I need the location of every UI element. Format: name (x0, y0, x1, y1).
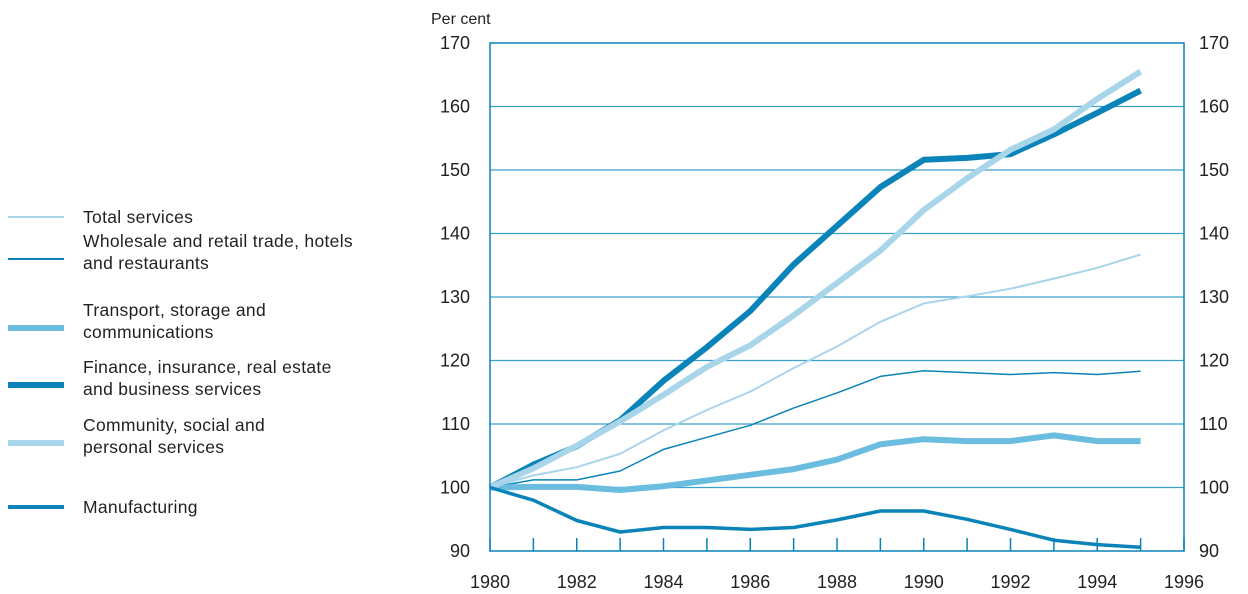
legend-label: Manufacturing (83, 497, 198, 517)
legend-swatch (8, 505, 64, 509)
y-tick-label-left: 140 (440, 224, 470, 244)
y-axis-title: Per cent (431, 11, 491, 28)
legend-label: Transport, storage and communications (83, 300, 266, 342)
series-line (488, 87, 1142, 491)
legend-label: Community, social and personal services (83, 415, 266, 457)
series-lines (488, 69, 1143, 549)
y-tick-label-right: 130 (1199, 287, 1229, 307)
legend-swatch (8, 325, 64, 331)
y-tick-label-left: 160 (440, 97, 470, 117)
y-tick-label-left: 130 (440, 287, 470, 307)
y-tick-label-left: 170 (440, 33, 470, 53)
x-tick-label: 1990 (904, 572, 944, 592)
legend-swatch (8, 382, 64, 388)
y-tick-label-right: 150 (1199, 160, 1229, 180)
series-line (489, 485, 1141, 549)
x-tick-label: 1992 (990, 572, 1030, 592)
series-line (489, 369, 1141, 489)
y-tick-label-right: 90 (1199, 541, 1219, 561)
y-tick-label-right: 120 (1199, 351, 1229, 371)
y-tick-label-left: 110 (441, 414, 470, 434)
legend-label: Total services (83, 207, 194, 227)
axes: 90 90 100 100 110 110 120 120 130 130 140 140 150 150… (440, 33, 1229, 592)
y-tick-label-left: 100 (440, 478, 470, 498)
x-tick-label: 1980 (470, 572, 510, 592)
x-tick-label: 1988 (817, 572, 857, 592)
gridlines (490, 105, 1184, 489)
legend-label: Wholesale and retail trade, hotels and r… (83, 231, 353, 273)
legend-swatch (8, 258, 64, 260)
x-tick-label: 1994 (1077, 572, 1117, 592)
x-tick-label: 1982 (557, 572, 597, 592)
y-tick-label-left: 90 (450, 541, 470, 561)
y-tick-label-right: 100 (1199, 478, 1229, 498)
y-tick-label-right: 160 (1199, 97, 1229, 117)
y-tick-label-left: 120 (440, 351, 470, 371)
series-line (489, 253, 1141, 489)
y-tick-label-right: 170 (1199, 33, 1229, 53)
y-tick-label-left: 150 (440, 160, 470, 180)
series-line (488, 69, 1143, 491)
legend-swatch (8, 440, 64, 446)
y-tick-label-right: 110 (1199, 414, 1228, 434)
legend-swatch (8, 216, 64, 218)
x-tick-label: 1984 (643, 572, 683, 592)
x-tick-label: 1996 (1164, 572, 1204, 592)
y-tick-label-right: 140 (1199, 224, 1229, 244)
legend-label: Finance, insurance, real estate and busi… (83, 357, 332, 399)
x-tick-label: 1986 (730, 572, 770, 592)
series-line (489, 432, 1141, 493)
